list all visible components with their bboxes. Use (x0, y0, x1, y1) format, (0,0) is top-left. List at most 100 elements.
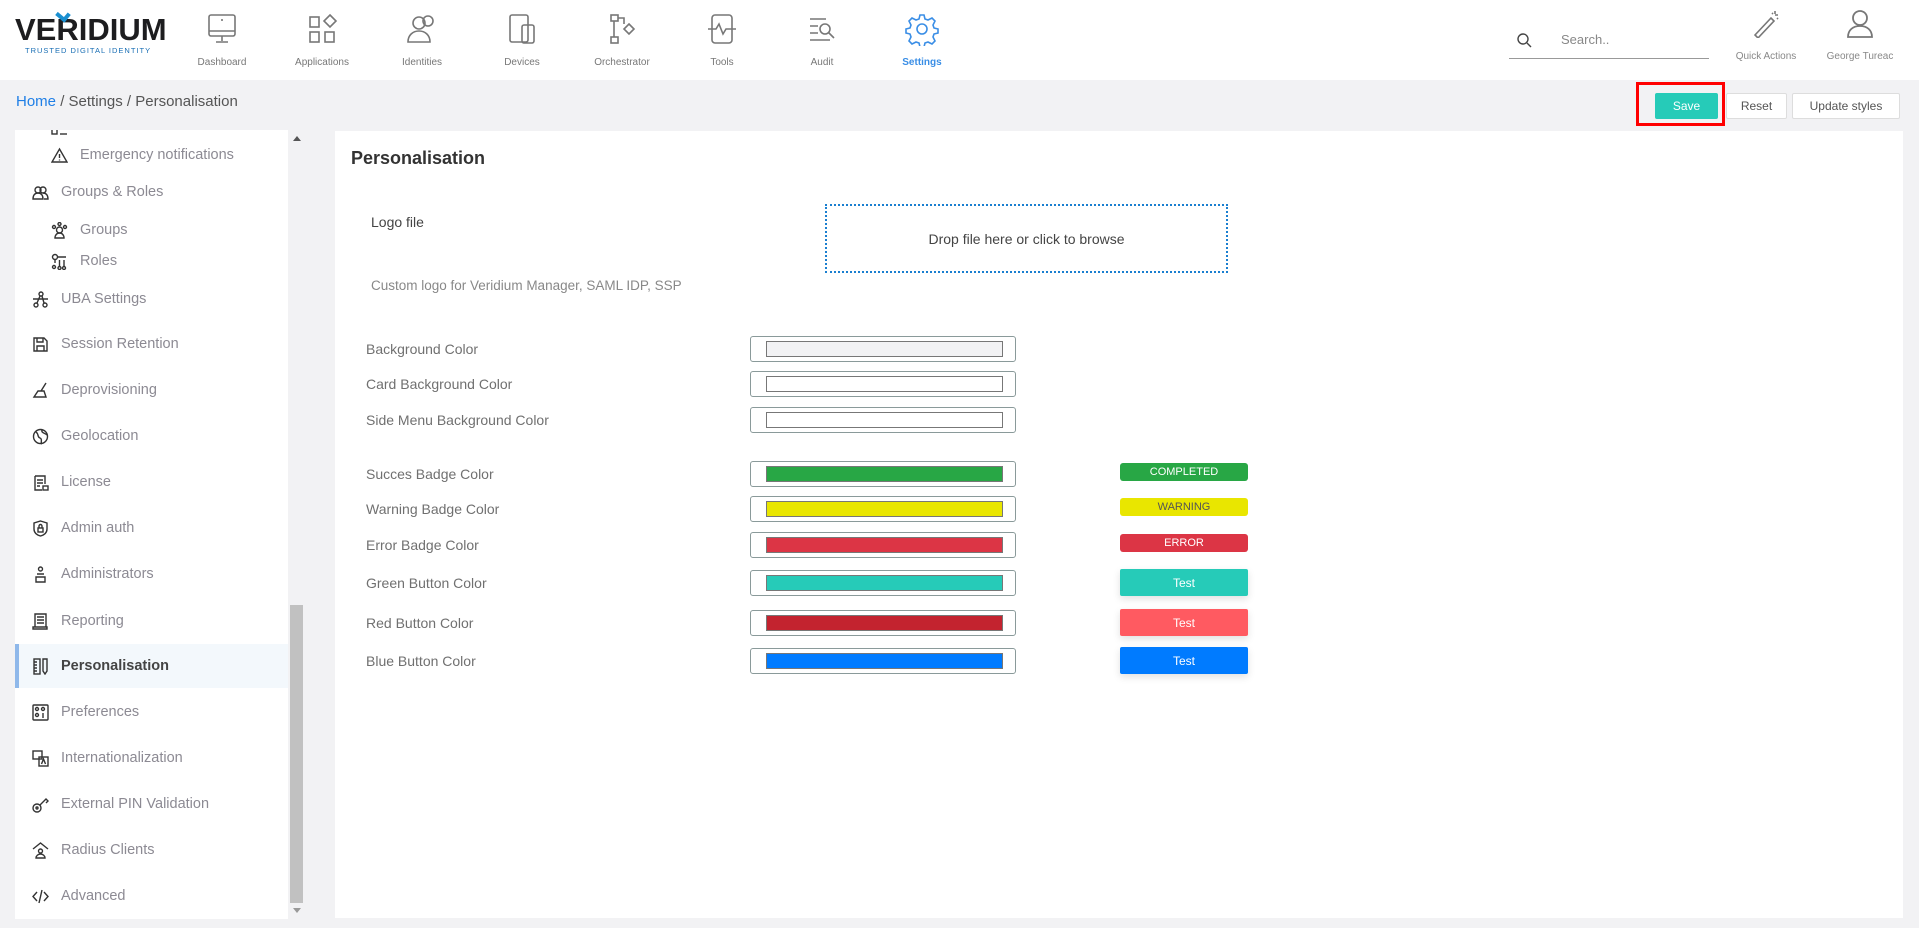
color-label: Green Button Color (366, 575, 487, 591)
sidebar-item-emergency-notifications[interactable]: Emergency notifications (15, 133, 288, 177)
logo-file-label: Logo file (371, 214, 424, 230)
nav-audit[interactable]: Audit (772, 8, 872, 72)
color-input[interactable] (750, 407, 1016, 433)
test-button[interactable]: Test (1120, 609, 1248, 636)
color-swatch (766, 501, 1003, 517)
nav-tools[interactable]: Tools (672, 8, 772, 72)
color-swatch (766, 653, 1003, 669)
color-swatch (766, 575, 1003, 591)
color-label: Succes Badge Color (366, 466, 494, 482)
color-input[interactable] (750, 336, 1016, 362)
color-swatch (766, 412, 1003, 428)
color-input[interactable] (750, 648, 1016, 674)
color-swatch (766, 341, 1003, 357)
save-button[interactable]: Save (1655, 93, 1718, 119)
color-swatch (766, 466, 1003, 482)
sidebar-item-personalisation[interactable]: Personalisation (15, 644, 288, 688)
color-swatch (766, 615, 1003, 631)
sidebar-item-deprovisioning[interactable]: Deprovisioning (15, 368, 288, 412)
users-icon (407, 15, 434, 43)
color-swatch (766, 537, 1003, 553)
veridium-logo[interactable]: VERIDIUM TRUSTED DIGITAL IDENTITY (15, 7, 167, 60)
code-icon (32, 889, 49, 903)
sidebar-item-advanced[interactable]: Advanced (15, 874, 288, 918)
color-input[interactable] (750, 461, 1016, 487)
color-input[interactable] (750, 496, 1016, 522)
sidebar-item-roles[interactable]: Roles (15, 239, 288, 283)
personalisation-card: Personalisation Logo file Custom logo fo… (335, 131, 1903, 918)
nav-dashboard[interactable]: Dashboard (172, 8, 272, 72)
sidebar-item-session-retention[interactable]: Session Retention (15, 322, 288, 366)
page-title: Personalisation (351, 148, 486, 168)
nav-settings[interactable]: Settings (872, 8, 972, 72)
magic-wand-icon (1753, 11, 1779, 40)
breadcrumb-settings[interactable]: Settings (68, 93, 123, 110)
test-button[interactable]: Test (1120, 647, 1248, 674)
partial-list-icon (51, 130, 67, 135)
save-disk-icon (33, 336, 48, 352)
sidebar-item-administrators[interactable]: Administrators (15, 552, 288, 596)
scroll-down-arrow-icon[interactable] (293, 908, 301, 913)
scroll-up-arrow-icon[interactable] (293, 136, 301, 141)
sidebar-item-preferences[interactable]: Preferences (15, 690, 288, 734)
user-menu[interactable]: George Tureac (1815, 8, 1905, 62)
search-input[interactable]: Search.. (1509, 32, 1709, 59)
sidebar-item-uba-settings[interactable]: UBA Settings (15, 277, 288, 321)
tools-icon (708, 14, 736, 44)
save-highlight-box (1636, 82, 1725, 126)
sidebar-item-admin-auth[interactable]: Admin auth (15, 506, 288, 550)
search-placeholder: Search.. (1561, 32, 1610, 47)
gear-icon (905, 14, 939, 46)
network-icon (33, 290, 48, 308)
color-label: Warning Badge Color (366, 501, 500, 517)
badge-preview: WARNING (1120, 498, 1248, 516)
color-input[interactable] (750, 610, 1016, 636)
nav-identities[interactable]: Identities (372, 8, 472, 72)
nav-applications[interactable]: Applications (272, 8, 372, 72)
groups-icon (51, 221, 68, 239)
color-label: Blue Button Color (366, 653, 476, 669)
sidebar-item-geolocation[interactable]: Geolocation (15, 414, 288, 458)
user-icon (1847, 10, 1873, 38)
quick-actions-button[interactable]: Quick Actions (1721, 8, 1811, 62)
ruler-pencil-icon (33, 657, 48, 675)
color-label: Error Badge Color (366, 537, 479, 553)
breadcrumb-home[interactable]: Home (16, 93, 57, 110)
broom-icon (32, 382, 47, 398)
reset-button[interactable]: Reset (1726, 93, 1787, 119)
globe-icon (32, 428, 49, 445)
sidebar-item-external-pin-validation[interactable]: External PIN Validation (15, 782, 288, 826)
sidebar-item-internationalization[interactable]: Internationalization (15, 736, 288, 780)
update-styles-button[interactable]: Update styles (1792, 93, 1900, 119)
warning-icon (51, 147, 68, 163)
color-input[interactable] (750, 532, 1016, 558)
monitor-icon (208, 14, 236, 43)
shield-lock-icon (33, 519, 48, 537)
color-input[interactable] (750, 570, 1016, 596)
logo-dropzone[interactable]: Drop file here or click to browse (825, 204, 1228, 273)
breadcrumb-current: Personalisation (135, 93, 238, 110)
sidebar-item-radius-clients[interactable]: Radius Clients (15, 828, 288, 872)
nav-orchestrator[interactable]: Orchestrator (572, 8, 672, 72)
test-button[interactable]: Test (1120, 569, 1248, 596)
key-icon (32, 797, 49, 813)
nav-devices[interactable]: Devices (472, 8, 572, 72)
color-input[interactable] (750, 371, 1016, 397)
sidebar-item-groups-roles[interactable]: Groups & Roles (15, 170, 288, 214)
report-icon (32, 612, 48, 630)
sidebar-item-reporting[interactable]: Reporting (15, 599, 288, 643)
preferences-icon (32, 703, 49, 721)
apps-icon (309, 13, 338, 43)
admin-icon (35, 565, 46, 583)
translate-icon (32, 749, 49, 767)
sidebar-item-license[interactable]: License (15, 460, 288, 504)
color-label: Red Button Color (366, 615, 474, 631)
color-label: Background Color (366, 341, 479, 357)
audit-icon (810, 18, 835, 41)
sidebar-scrollbar-thumb[interactable] (290, 605, 303, 903)
license-icon (34, 474, 49, 491)
sidebar-item-groups[interactable]: Groups (15, 208, 288, 252)
breadcrumb: Home / Settings / Personalisation (16, 93, 238, 110)
groups-roles-icon (32, 185, 49, 200)
badge-preview: COMPLETED (1120, 463, 1248, 481)
